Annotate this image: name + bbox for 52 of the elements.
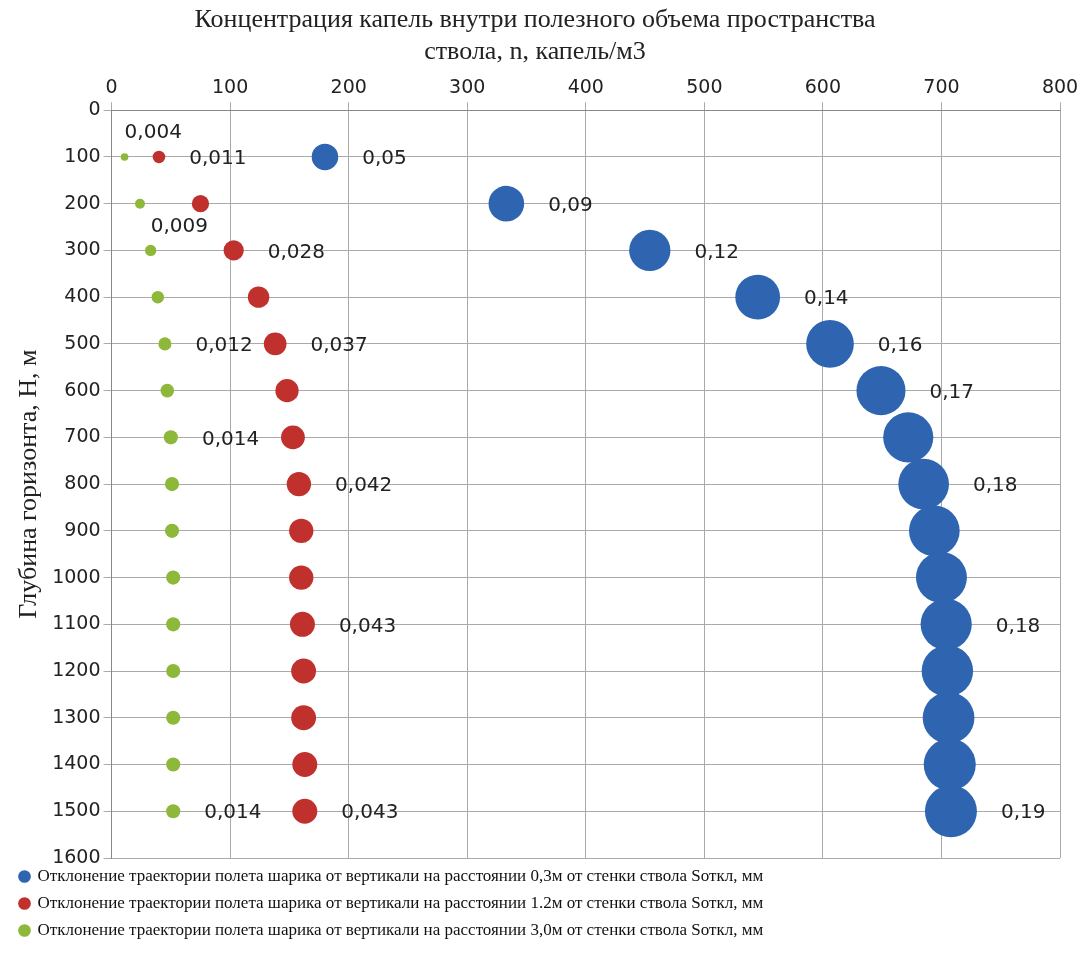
annotation: 0,028 [267,238,325,263]
annotation: 0,043 [338,612,397,637]
annotation: 0,037 [310,332,368,357]
annotation: 0,009 [150,212,208,237]
x-tick-label: 200 [330,74,367,97]
y-tick-label: 300 [64,237,101,260]
annotation: 0,14 [804,285,849,310]
y-tick-label: 1000 [52,564,101,587]
annotation: 0,12 [694,238,739,263]
annotation: 0,043 [341,799,399,824]
y-tick-label: 800 [64,471,101,494]
annotation: 0,17 [929,378,975,403]
x-tick-label: 0 [105,74,118,97]
annotation: 0,18 [973,472,1018,497]
y-tick-label: 200 [64,190,101,213]
annotation: 0,19 [1000,799,1046,824]
y-axis-title: Глубина горизонта, H, м [13,349,43,619]
x-tick-label: 800 [1041,74,1079,97]
x-tick-label: 500 [686,74,723,97]
y-tick-label: 400 [64,284,101,307]
y-tick-label: 500 [64,330,101,353]
annotation: 0,011 [189,145,247,170]
y-tick-label: 1600 [52,844,101,867]
annotation: 0,05 [362,145,407,170]
legend-label: Отклонение траектории полета шарика от вертикали на расстоянии 1.2м от стенки ствола Sоткл, мм [37,892,764,912]
text: Концентрация капель внутри полезного объема пространства [194,4,876,34]
y-tick-label: 1100 [52,611,101,634]
annotation: 0,014 [201,425,260,450]
legend-label: Отклонение траектории полета шарика от вертикали на расстоянии 3,0м от стенки ствола Sоткл, мм [37,919,764,939]
annotation: 0,09 [548,191,593,216]
y-tick-label: 100 [64,143,101,166]
y-tick-label: 1500 [52,798,101,821]
x-tick-label: 600 [804,74,842,97]
annotation: 0,004 [124,119,182,144]
y-tick-label: 700 [64,424,101,447]
y-tick-label: 900 [64,517,101,540]
y-tick-label: 600 [64,377,101,400]
annotation: 0,16 [877,332,923,357]
annotation: 0,18 [995,612,1041,637]
y-tick-label: 0 [88,97,101,120]
annotation: 0,042 [335,472,393,497]
x-tick-label: 100 [211,74,249,97]
x-tick-label: 300 [449,74,486,97]
text: ствола, n, капель/м3 [424,35,646,65]
x-tick-label: 400 [567,74,604,97]
legend-label: Отклонение траектории полета шарика от вертикали на расстоянии 0,3м от стенки ствола Sоткл, мм [37,865,764,885]
x-tick-label: 700 [923,74,960,97]
annotation: 0,014 [204,799,262,824]
y-tick-label: 1400 [52,751,101,774]
annotation: 0,012 [195,332,253,357]
y-tick-label: 1300 [52,704,101,727]
y-tick-label: 1200 [52,657,101,680]
